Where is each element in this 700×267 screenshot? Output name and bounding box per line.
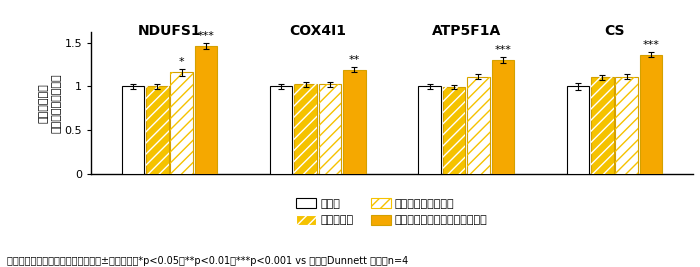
- Bar: [566, 86, 589, 174]
- Text: *: *: [179, 57, 185, 66]
- Text: ***: ***: [197, 31, 215, 41]
- Bar: [467, 77, 489, 174]
- Text: ATP5F1A: ATP5F1A: [431, 24, 500, 38]
- Bar: [615, 77, 638, 174]
- Bar: [318, 84, 342, 174]
- Text: NDUFS1: NDUFS1: [138, 24, 202, 38]
- Bar: [270, 86, 293, 174]
- Text: COX4I1: COX4I1: [289, 24, 346, 38]
- Text: CS: CS: [604, 24, 624, 38]
- Bar: [419, 86, 441, 174]
- Bar: [591, 77, 613, 174]
- Bar: [171, 72, 193, 174]
- Bar: [295, 84, 317, 174]
- Bar: [146, 86, 169, 174]
- Text: 平均値（小照の平均値を１とする）±標準誤差　*p<0.05、**p<0.01、***p<0.001 vs 小照、Dunnett 検定、n=4: 平均値（小照の平均値を１とする）±標準誤差 *p<0.05、**p<0.01、*…: [7, 256, 408, 266]
- Bar: [318, 84, 342, 174]
- Bar: [640, 55, 662, 174]
- Bar: [122, 86, 144, 174]
- Bar: [442, 87, 466, 174]
- Bar: [295, 84, 317, 174]
- Bar: [491, 60, 514, 174]
- Bar: [195, 46, 218, 174]
- Y-axis label: 遠伝子発現量
（小照に対する比）: 遠伝子発現量 （小照に対する比）: [38, 73, 62, 133]
- Text: ***: ***: [643, 40, 659, 50]
- Bar: [615, 77, 638, 174]
- Bar: [591, 77, 613, 174]
- Bar: [171, 72, 193, 174]
- Text: ***: ***: [494, 45, 511, 55]
- Text: **: **: [349, 55, 360, 65]
- Bar: [343, 70, 365, 174]
- Legend: ：小照, ：タウリン, ：必須アミノ酸５種, ：タウリン＋必須アミノ酸５種: ：小照, ：タウリン, ：必須アミノ酸５種, ：タウリン＋必須アミノ酸５種: [294, 196, 490, 228]
- Bar: [442, 87, 466, 174]
- Bar: [467, 77, 489, 174]
- Bar: [146, 86, 169, 174]
